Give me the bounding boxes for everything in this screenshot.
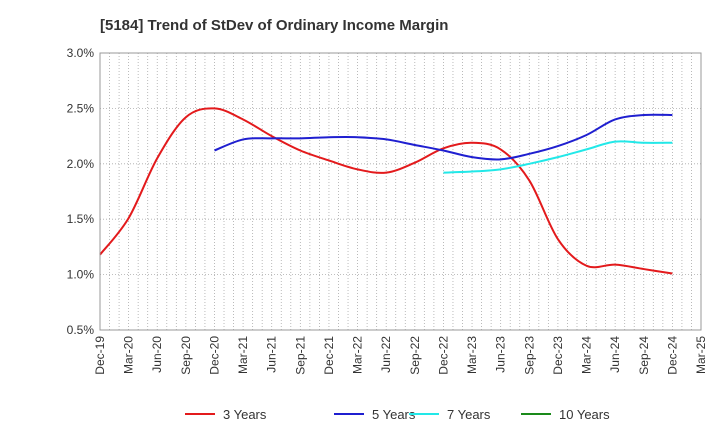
x-tick-label: Sep-21 <box>293 336 307 375</box>
legend: 3 Years 5 Years 7 Years 10 Years <box>185 407 610 422</box>
y-axis-ticks: 0.5% 1.0% 1.5% 2.0% 2.5% 3.0% <box>67 46 95 337</box>
legend-label-10-years: 10 Years <box>559 407 610 422</box>
x-tick-label: Mar-21 <box>236 336 250 374</box>
x-tick-label: Dec-21 <box>322 336 336 375</box>
x-tick-label: Dec-23 <box>551 336 565 375</box>
plot-frame <box>99 52 702 331</box>
legend-label-3-years: 3 Years <box>223 407 267 422</box>
series-line-5-years <box>214 113 673 161</box>
x-tick-label: Mar-20 <box>122 336 136 374</box>
x-tick-label: Jun-23 <box>494 336 508 373</box>
x-tick-label: Sep-24 <box>637 336 651 375</box>
x-tick-label: Jun-21 <box>265 336 279 373</box>
series-line-3-years <box>99 107 673 275</box>
legend-label-5-years: 5 Years <box>372 407 416 422</box>
x-tick-label: Mar-24 <box>580 336 594 374</box>
x-tick-label: Dec-24 <box>665 336 679 375</box>
legend-label-7-years: 7 Years <box>447 407 491 422</box>
x-tick-label: Jun-24 <box>608 336 622 373</box>
x-tick-label: Jun-20 <box>150 336 164 373</box>
x-tick-label: Jun-22 <box>379 336 393 373</box>
x-tick-label: Dec-22 <box>436 336 450 375</box>
x-tick-label: Sep-22 <box>408 336 422 375</box>
series-line-7-years <box>443 140 673 174</box>
x-tick-label: Mar-25 <box>694 336 708 374</box>
y-tick-label: 3.0% <box>67 46 95 60</box>
y-tick-label: 0.5% <box>67 323 95 337</box>
x-tick-label: Sep-23 <box>522 336 536 375</box>
y-tick-label: 2.5% <box>67 101 95 115</box>
y-tick-label: 2.0% <box>67 157 95 171</box>
y-tick-label: 1.0% <box>67 268 95 282</box>
grid <box>100 52 701 331</box>
y-tick-label: 1.5% <box>67 212 95 226</box>
x-tick-label: Sep-20 <box>179 336 193 375</box>
x-axis-ticks: Dec-19 Mar-20 Jun-20 Sep-20 Dec-20 Mar-21 Jun-… <box>93 336 708 375</box>
x-tick-label: Dec-19 <box>93 336 107 375</box>
x-tick-label: Mar-22 <box>351 336 365 374</box>
x-tick-label: Mar-23 <box>465 336 479 374</box>
x-tick-label: Dec-20 <box>207 336 221 375</box>
chart-title: [5184] Trend of StDev of Ordinary Income… <box>100 17 448 34</box>
series-layer <box>99 107 673 275</box>
